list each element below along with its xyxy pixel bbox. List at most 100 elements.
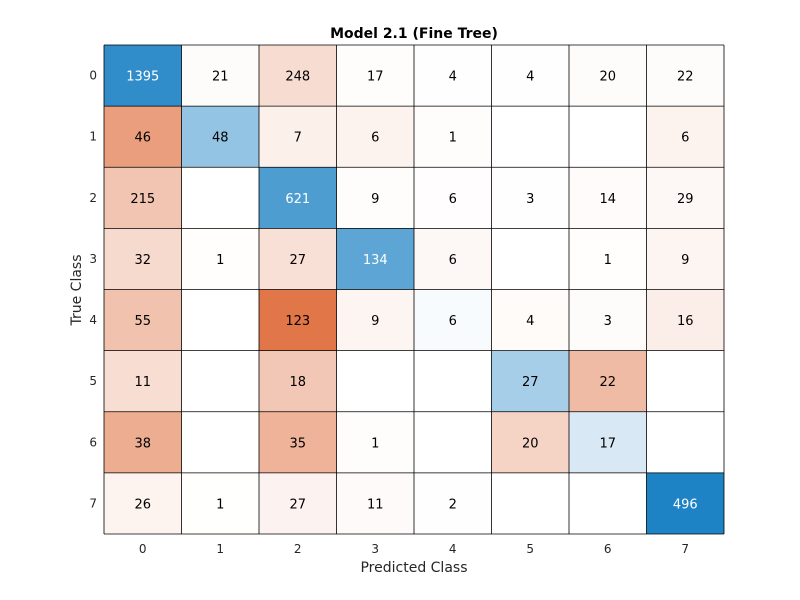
cell-value-3-2: 27 <box>289 253 306 268</box>
cell-value-6-3: 1 <box>371 436 379 451</box>
matrix-cell-5-5 <box>491 350 569 412</box>
cell-value-1-3: 6 <box>371 131 379 146</box>
matrix-cell-2-0 <box>104 167 182 229</box>
cell-value-7-1: 1 <box>216 497 224 512</box>
cell-value-6-5: 20 <box>522 436 539 451</box>
cell-value-5-0: 11 <box>134 375 151 390</box>
matrix-cell-0-6 <box>569 45 647 107</box>
cell-value-2-3: 9 <box>371 192 379 207</box>
cell-value-5-5: 27 <box>522 375 539 390</box>
cell-value-2-0: 215 <box>130 192 155 207</box>
matrix-cell-6-4 <box>414 411 492 473</box>
x-tick-label-6: 6 <box>604 542 612 556</box>
y-axis-title: True Class <box>69 254 85 326</box>
cell-value-6-6: 17 <box>599 436 616 451</box>
cell-value-4-7: 16 <box>677 314 694 329</box>
matrix-cell-2-1 <box>181 167 259 229</box>
cell-value-0-6: 20 <box>599 70 616 85</box>
matrix-cell-5-3 <box>336 350 414 412</box>
cell-value-2-2: 621 <box>285 192 310 207</box>
matrix-cell-6-3 <box>336 411 414 473</box>
cell-value-3-3: 134 <box>363 253 388 268</box>
matrix-cell-2-7 <box>646 167 724 229</box>
matrix-cell-7-3 <box>336 472 414 534</box>
matrix-cell-3-0 <box>104 228 182 290</box>
matrix-cell-4-4 <box>414 289 492 351</box>
matrix-cell-1-1 <box>181 106 259 168</box>
matrix-cell-3-5 <box>491 228 569 290</box>
matrix-cell-3-1 <box>181 228 259 290</box>
cell-value-5-2: 18 <box>289 375 306 390</box>
matrix-cell-7-0 <box>104 472 182 534</box>
chart-title: Model 2.1 (Fine Tree) <box>330 26 498 42</box>
matrix-cell-3-2 <box>259 228 337 290</box>
matrix-cell-1-0 <box>104 106 182 168</box>
cell-value-1-0: 46 <box>134 131 151 146</box>
cell-value-3-7: 9 <box>681 253 689 268</box>
cell-value-3-0: 32 <box>134 253 151 268</box>
matrix-cell-5-7 <box>646 350 724 412</box>
x-tick-label-2: 2 <box>294 542 302 556</box>
matrix-cell-1-5 <box>491 106 569 168</box>
matrix-cell-0-4 <box>414 45 492 107</box>
cell-value-7-2: 27 <box>289 497 306 512</box>
matrix-cell-6-6 <box>569 411 647 473</box>
cell-value-2-7: 29 <box>677 192 694 207</box>
matrix-cell-0-2 <box>259 45 337 107</box>
cell-value-6-0: 38 <box>134 436 151 451</box>
matrix-cell-2-5 <box>491 167 569 229</box>
cell-value-6-2: 35 <box>289 436 306 451</box>
y-tick-label-4: 4 <box>89 313 97 327</box>
matrix-cell-1-4 <box>414 106 492 168</box>
matrix-cell-4-3 <box>336 289 414 351</box>
x-tick-label-7: 7 <box>681 542 689 556</box>
cell-value-0-5: 4 <box>526 70 534 85</box>
x-axis-title: Predicted Class <box>360 560 467 576</box>
matrix-cell-1-3 <box>336 106 414 168</box>
matrix-cell-1-2 <box>259 106 337 168</box>
x-tick-label-3: 3 <box>371 542 379 556</box>
cell-value-7-4: 2 <box>449 497 457 512</box>
y-tick-label-7: 7 <box>89 496 97 510</box>
matrix-cell-5-4 <box>414 350 492 412</box>
x-tick-label-5: 5 <box>526 542 534 556</box>
matrix-cell-5-0 <box>104 350 182 412</box>
cell-value-1-4: 1 <box>449 131 457 146</box>
matrix-cells <box>104 45 724 534</box>
matrix-cell-7-2 <box>259 472 337 534</box>
cell-value-7-3: 11 <box>367 497 384 512</box>
cell-value-0-1: 21 <box>212 70 229 85</box>
x-tick-labels: 0 1 2 3 4 5 6 7 <box>139 542 689 556</box>
y-tick-label-5: 5 <box>89 374 97 388</box>
matrix-cell-0-7 <box>646 45 724 107</box>
cell-value-0-3: 17 <box>367 70 384 85</box>
matrix-cell-2-6 <box>569 167 647 229</box>
y-tick-labels: 0 1 2 3 4 5 6 7 <box>89 69 97 511</box>
cell-value-3-4: 6 <box>449 253 457 268</box>
cell-value-2-6: 14 <box>599 192 616 207</box>
cell-value-4-3: 9 <box>371 314 379 329</box>
matrix-cell-5-6 <box>569 350 647 412</box>
matrix-cell-7-6 <box>569 472 647 534</box>
matrix-cell-4-7 <box>646 289 724 351</box>
cell-value-2-5: 3 <box>526 192 534 207</box>
matrix-cell-6-0 <box>104 411 182 473</box>
matrix-cell-7-5 <box>491 472 569 534</box>
matrix-cell-7-1 <box>181 472 259 534</box>
matrix-cell-4-0 <box>104 289 182 351</box>
matrix-cell-6-7 <box>646 411 724 473</box>
y-tick-label-2: 2 <box>89 191 97 205</box>
cell-value-4-2: 123 <box>285 314 310 329</box>
matrix-cell-0-5 <box>491 45 569 107</box>
matrix-cell-6-2 <box>259 411 337 473</box>
cell-value-7-0: 26 <box>134 497 151 512</box>
cell-value-2-4: 6 <box>449 192 457 207</box>
matrix-cell-4-2 <box>259 289 337 351</box>
matrix-cell-1-6 <box>569 106 647 168</box>
matrix-cell-5-1 <box>181 350 259 412</box>
cell-value-4-0: 55 <box>134 314 151 329</box>
cell-value-0-0: 1395 <box>126 70 159 85</box>
y-tick-label-0: 0 <box>89 69 97 83</box>
